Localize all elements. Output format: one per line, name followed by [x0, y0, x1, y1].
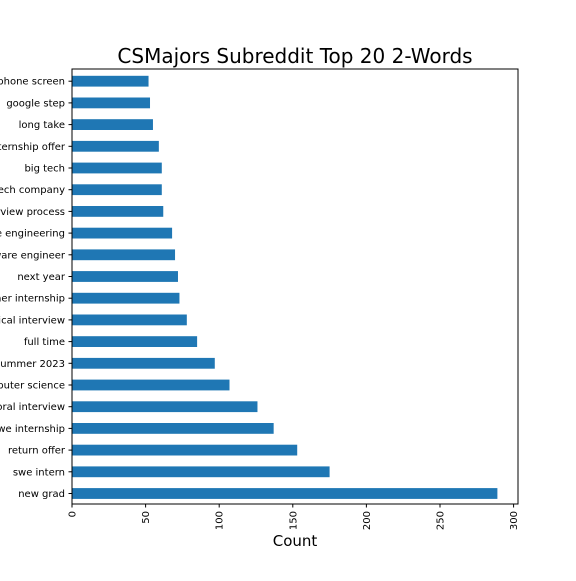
y-tick-label: software engineer — [0, 250, 66, 261]
y-tick-label: internship offer — [0, 142, 66, 153]
y-tick-label: summer internship — [0, 294, 65, 305]
bar-tech-company — [72, 184, 162, 196]
y-tick-label: interview process — [0, 207, 65, 218]
x-tick-label: 150 — [288, 511, 299, 530]
bar-internship-offer — [72, 140, 159, 152]
y-tick-label: new grad — [18, 489, 65, 500]
ticks-layer: new grad swe intern return offer swe intern… — [0, 77, 520, 530]
plot-frame — [71, 68, 519, 505]
bar-google-step — [72, 97, 151, 109]
bar-return-offer — [72, 444, 298, 456]
bar-computer-science — [72, 379, 230, 391]
y-tick-label: behavioral interview — [0, 402, 65, 413]
y-tick-label: computer science — [0, 381, 65, 392]
bars-layer — [72, 75, 498, 499]
chart-title: CSMajors Subreddit Top 20 2-Words — [117, 44, 472, 68]
bar-software-engineer — [72, 249, 176, 261]
y-tick-label: phone screen — [0, 77, 65, 88]
bar-swe-intern — [72, 466, 330, 478]
bar-interview-process — [72, 206, 164, 217]
bar-software-engineering — [72, 227, 173, 239]
x-tick-label: 200 — [362, 511, 373, 530]
y-tick-label: tech company — [0, 185, 65, 196]
bar-big-tech — [72, 162, 162, 174]
y-tick-label: swe intern — [13, 467, 65, 478]
bar-technical-interview — [72, 314, 187, 326]
y-tick-label: technical interview — [0, 315, 65, 326]
bar-summer-2023 — [72, 357, 215, 369]
x-tick-label: 100 — [215, 511, 226, 530]
bar-swe-internship — [72, 423, 274, 434]
y-tick-label: software engineering — [0, 229, 65, 240]
y-tick-label: next year — [17, 272, 66, 283]
bar-full-time — [72, 336, 198, 347]
bar-summer-internship — [72, 292, 180, 304]
y-tick-label: return offer — [8, 446, 66, 457]
x-axis-label: Count — [273, 532, 318, 550]
x-tick-label: 50 — [141, 511, 152, 524]
y-tick-label: summer 2023 — [0, 359, 65, 370]
x-tick-label: 250 — [435, 511, 446, 530]
bar-long-take — [72, 119, 153, 130]
bar-phone-screen — [72, 75, 149, 87]
y-tick-label: full time — [24, 337, 65, 348]
y-tick-label: big tech — [24, 164, 65, 175]
bar-new-grad — [72, 488, 498, 499]
bar-next-year — [72, 271, 178, 282]
x-tick-label: 300 — [509, 511, 520, 530]
y-tick-label: google step — [6, 98, 65, 109]
y-tick-label: long take — [19, 120, 65, 131]
bar-behavioral-interview — [72, 401, 258, 413]
y-tick-label: swe internship — [0, 424, 65, 435]
x-tick-label: 0 — [68, 511, 79, 517]
